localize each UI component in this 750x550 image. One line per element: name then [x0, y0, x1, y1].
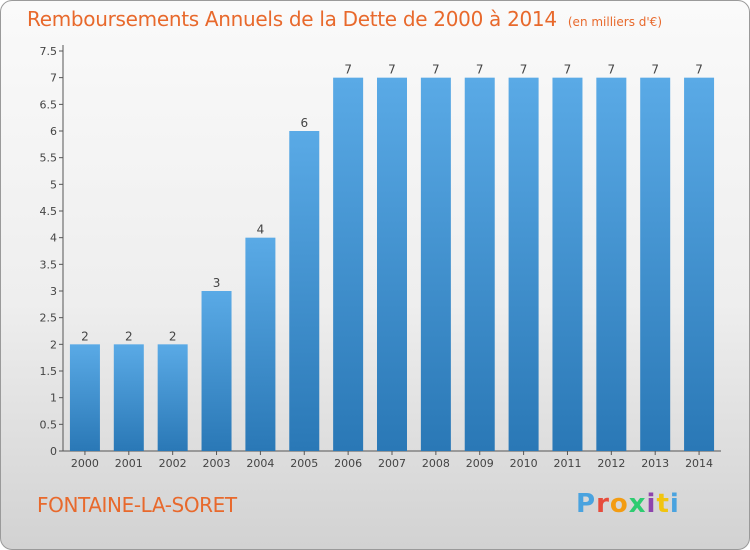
- y-tick-label: 2: [50, 338, 57, 351]
- y-tick-label: 6: [50, 125, 57, 138]
- y-tick-label: 0.5: [40, 418, 58, 431]
- x-tick-label: 2013: [641, 457, 669, 470]
- bar: [464, 77, 495, 452]
- bar: [552, 77, 583, 452]
- x-tick-label: 2006: [334, 457, 362, 470]
- data-label: 2: [81, 329, 89, 343]
- y-tick-label: 6.5: [40, 98, 58, 111]
- data-label: 6: [300, 116, 308, 130]
- bar: [377, 77, 407, 452]
- y-tick-label: 3.5: [40, 258, 58, 271]
- data-label: 7: [695, 63, 703, 77]
- commune-name: FONTAINE-LA-SORET: [37, 493, 237, 517]
- x-tick-label: 2011: [553, 457, 581, 470]
- data-label: 7: [564, 63, 572, 77]
- y-tick-label: 2.5: [40, 312, 58, 325]
- bar: [508, 77, 539, 452]
- y-tick-label: 3: [50, 285, 57, 298]
- data-label: 3: [213, 276, 221, 290]
- x-tick-label: 2005: [290, 457, 318, 470]
- data-label: 7: [432, 63, 440, 77]
- bar: [596, 77, 627, 452]
- x-tick-label: 2001: [115, 457, 143, 470]
- y-tick-label: 7: [50, 72, 57, 85]
- bar: [333, 77, 364, 452]
- y-tick-label: 1: [50, 392, 57, 405]
- bar: [201, 291, 232, 451]
- data-label: 4: [257, 223, 265, 237]
- y-tick-label: 1.5: [40, 365, 58, 378]
- logo-letter: P: [576, 489, 597, 519]
- data-label: 7: [476, 63, 484, 77]
- logo-letter: o: [609, 489, 629, 519]
- bar: [640, 77, 671, 452]
- y-tick-label: 7.5: [40, 45, 58, 58]
- y-tick-label: 5: [50, 178, 57, 191]
- logo-letter: x: [628, 489, 647, 519]
- chart-title-text: Remboursements Annuels de la Dette de 20…: [27, 7, 557, 31]
- data-label: 7: [344, 63, 352, 77]
- y-tick-label: 0: [50, 445, 57, 458]
- data-label: 2: [169, 329, 177, 343]
- data-label: 7: [651, 63, 659, 77]
- logo-letter: r: [596, 489, 610, 519]
- x-tick-label: 2007: [378, 457, 406, 470]
- logo-letter: t: [656, 489, 670, 519]
- bar: [245, 237, 276, 451]
- y-tick-label: 4.5: [40, 205, 58, 218]
- x-tick-label: 2012: [597, 457, 625, 470]
- x-tick-label: 2008: [422, 457, 450, 470]
- logo-letter: i: [669, 489, 680, 519]
- chart-title: Remboursements Annuels de la Dette de 20…: [27, 7, 662, 31]
- x-tick-label: 2004: [246, 457, 274, 470]
- x-tick-label: 2000: [71, 457, 99, 470]
- bar: [113, 344, 144, 451]
- data-label: 7: [608, 63, 616, 77]
- bar: [684, 77, 715, 452]
- x-tick-label: 2002: [159, 457, 187, 470]
- x-tick-label: 2010: [510, 457, 538, 470]
- y-tick-label: 5.5: [40, 152, 58, 165]
- data-label: 7: [388, 63, 396, 77]
- logo-letter: i: [646, 489, 657, 519]
- proxiti-logo: Proxiti: [576, 489, 680, 519]
- bar: [157, 344, 188, 451]
- bar: [420, 77, 451, 452]
- bar: [69, 344, 100, 451]
- bar: [289, 131, 320, 451]
- x-tick-label: 2003: [203, 457, 231, 470]
- data-label: 2: [125, 329, 133, 343]
- y-tick-label: 4: [50, 232, 57, 245]
- chart-unit-note: (en milliers d'€): [567, 15, 662, 29]
- x-tick-label: 2014: [685, 457, 713, 470]
- data-label: 7: [520, 63, 528, 77]
- x-tick-label: 2009: [466, 457, 494, 470]
